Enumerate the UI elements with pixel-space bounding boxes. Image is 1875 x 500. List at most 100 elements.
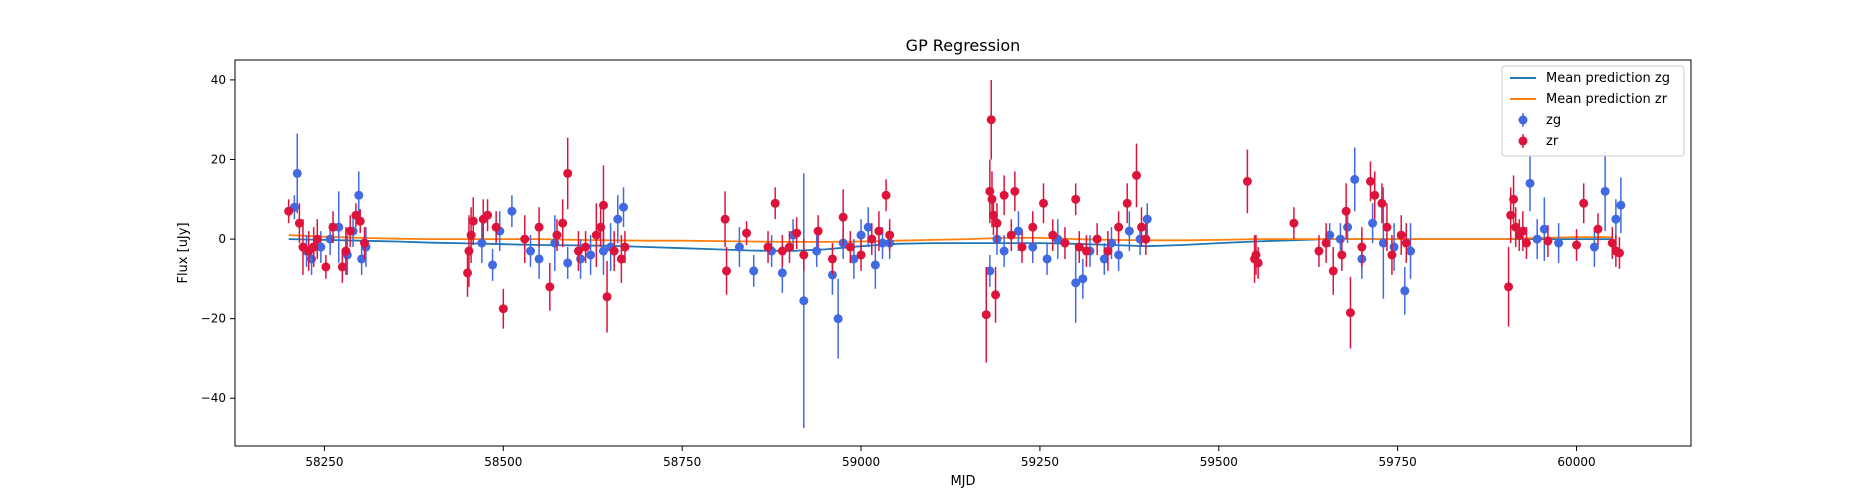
zr-point-46 xyxy=(813,226,823,236)
zr-point-41 xyxy=(770,198,780,208)
zr-point-12 xyxy=(355,216,365,226)
zr-point-37 xyxy=(720,214,730,224)
zr-point-19 xyxy=(483,210,493,220)
zr-point-97 xyxy=(1396,230,1406,240)
zg-point-21 xyxy=(586,250,596,260)
y-tick-label-3: 20 xyxy=(211,152,226,166)
x-tick-label-2: 58750 xyxy=(663,455,701,469)
zr-point-20 xyxy=(491,222,501,232)
zr-point-60 xyxy=(991,290,1001,300)
zr-point-69 xyxy=(1060,238,1070,248)
zr-point-33 xyxy=(602,292,612,302)
zg-point-19 xyxy=(563,258,573,268)
zg-point-26 xyxy=(734,242,744,252)
zr-point-48 xyxy=(838,212,848,222)
zr-point-107 xyxy=(1572,240,1582,250)
zg-point-71 xyxy=(1554,238,1564,248)
zr-point-66 xyxy=(1028,222,1038,232)
x-axis: 58250 58500 58750 59000 59250 59500 59750 60000 xyxy=(305,446,1596,469)
zr-point-36 xyxy=(620,242,630,252)
zr-point-30 xyxy=(591,230,601,240)
zg-point-55 xyxy=(1124,226,1134,236)
zg-point-27 xyxy=(749,266,759,276)
zg-point-22 xyxy=(598,246,608,256)
plot-background xyxy=(235,60,1691,446)
zr-point-63 xyxy=(1006,230,1016,240)
zg-point-1 xyxy=(292,168,302,178)
zg-point-36 xyxy=(849,254,859,264)
zr-point-80 xyxy=(1242,176,1252,186)
zg-point-34 xyxy=(833,314,843,324)
zg-point-69 xyxy=(1532,234,1542,244)
legend-label-zg: zg xyxy=(1546,113,1561,128)
zg-point-61 xyxy=(1350,174,1360,184)
zg-point-45 xyxy=(1013,226,1023,236)
zr-point-10 xyxy=(345,226,355,236)
zr-point-79 xyxy=(1141,234,1151,244)
zr-point-40 xyxy=(763,242,773,252)
zg-point-73 xyxy=(1600,186,1610,196)
zr-point-92 xyxy=(1365,176,1375,186)
zr-point-105 xyxy=(1521,238,1531,248)
zg-point-52 xyxy=(1099,254,1109,264)
zr-point-71 xyxy=(1074,242,1084,252)
legend-label-mean-zg: Mean prediction zg xyxy=(1546,71,1670,86)
zr-point-87 xyxy=(1328,266,1338,276)
zr-point-24 xyxy=(545,282,555,292)
zr-point-73 xyxy=(1092,234,1102,244)
zg-point-59 xyxy=(1335,234,1345,244)
zr-point-34 xyxy=(609,246,619,256)
zr-point-43 xyxy=(784,242,794,252)
zg-point-42 xyxy=(985,266,995,276)
zr-point-76 xyxy=(1122,198,1132,208)
legend-label-zr: zr xyxy=(1546,134,1559,149)
zg-point-68 xyxy=(1525,178,1535,188)
zr-point-77 xyxy=(1132,170,1142,180)
zr-point-101 xyxy=(1509,194,1519,204)
zg-point-37 xyxy=(856,230,866,240)
errorbar-markers xyxy=(284,79,1626,429)
zr-point-106 xyxy=(1543,236,1553,246)
zr-point-45 xyxy=(799,250,809,260)
zr-point-22 xyxy=(520,234,530,244)
zr-point-26 xyxy=(558,218,568,228)
zg-point-65 xyxy=(1389,242,1399,252)
zg-point-53 xyxy=(1106,238,1116,248)
plot-area xyxy=(234,59,1692,447)
zr-point-38 xyxy=(722,266,732,276)
zr-point-21 xyxy=(498,304,508,314)
zr-point-108 xyxy=(1579,198,1589,208)
zr-point-47 xyxy=(827,254,837,264)
zr-point-52 xyxy=(874,226,884,236)
x-tick-label-3: 59000 xyxy=(842,455,880,469)
zr-point-70 xyxy=(1071,194,1081,204)
zg-point-74 xyxy=(1611,214,1621,224)
zg-point-39 xyxy=(870,260,880,270)
zr-point-58 xyxy=(987,194,997,204)
y-axis: −40 −20 0 20 40 xyxy=(201,73,235,405)
zr-point-98 xyxy=(1401,238,1411,248)
y-axis-label: Flux [uJy] xyxy=(176,222,191,283)
series-zg xyxy=(289,133,1626,429)
zr-point-55 xyxy=(981,310,991,320)
zr-point-8 xyxy=(337,262,347,272)
zg-point-24 xyxy=(613,214,623,224)
x-tick-label-6: 59750 xyxy=(1379,455,1417,469)
zg-point-72 xyxy=(1589,242,1599,252)
zr-point-32 xyxy=(598,200,608,210)
zg-point-57 xyxy=(1142,214,1152,224)
zr-point-78 xyxy=(1137,222,1147,232)
y-tick-label-4: 40 xyxy=(211,73,226,87)
zr-point-6 xyxy=(321,262,331,272)
zr-point-5 xyxy=(312,234,322,244)
x-tick-label-4: 59250 xyxy=(1021,455,1059,469)
zr-point-59 xyxy=(988,210,998,220)
zr-point-13 xyxy=(360,238,370,248)
zr-point-95 xyxy=(1382,222,1392,232)
zr-point-104 xyxy=(1518,226,1528,236)
zr-point-86 xyxy=(1321,238,1331,248)
zr-point-15 xyxy=(464,246,474,256)
zr-point-17 xyxy=(468,216,478,226)
zg-point-38 xyxy=(863,222,873,232)
zr-point-83 xyxy=(1253,258,1263,268)
